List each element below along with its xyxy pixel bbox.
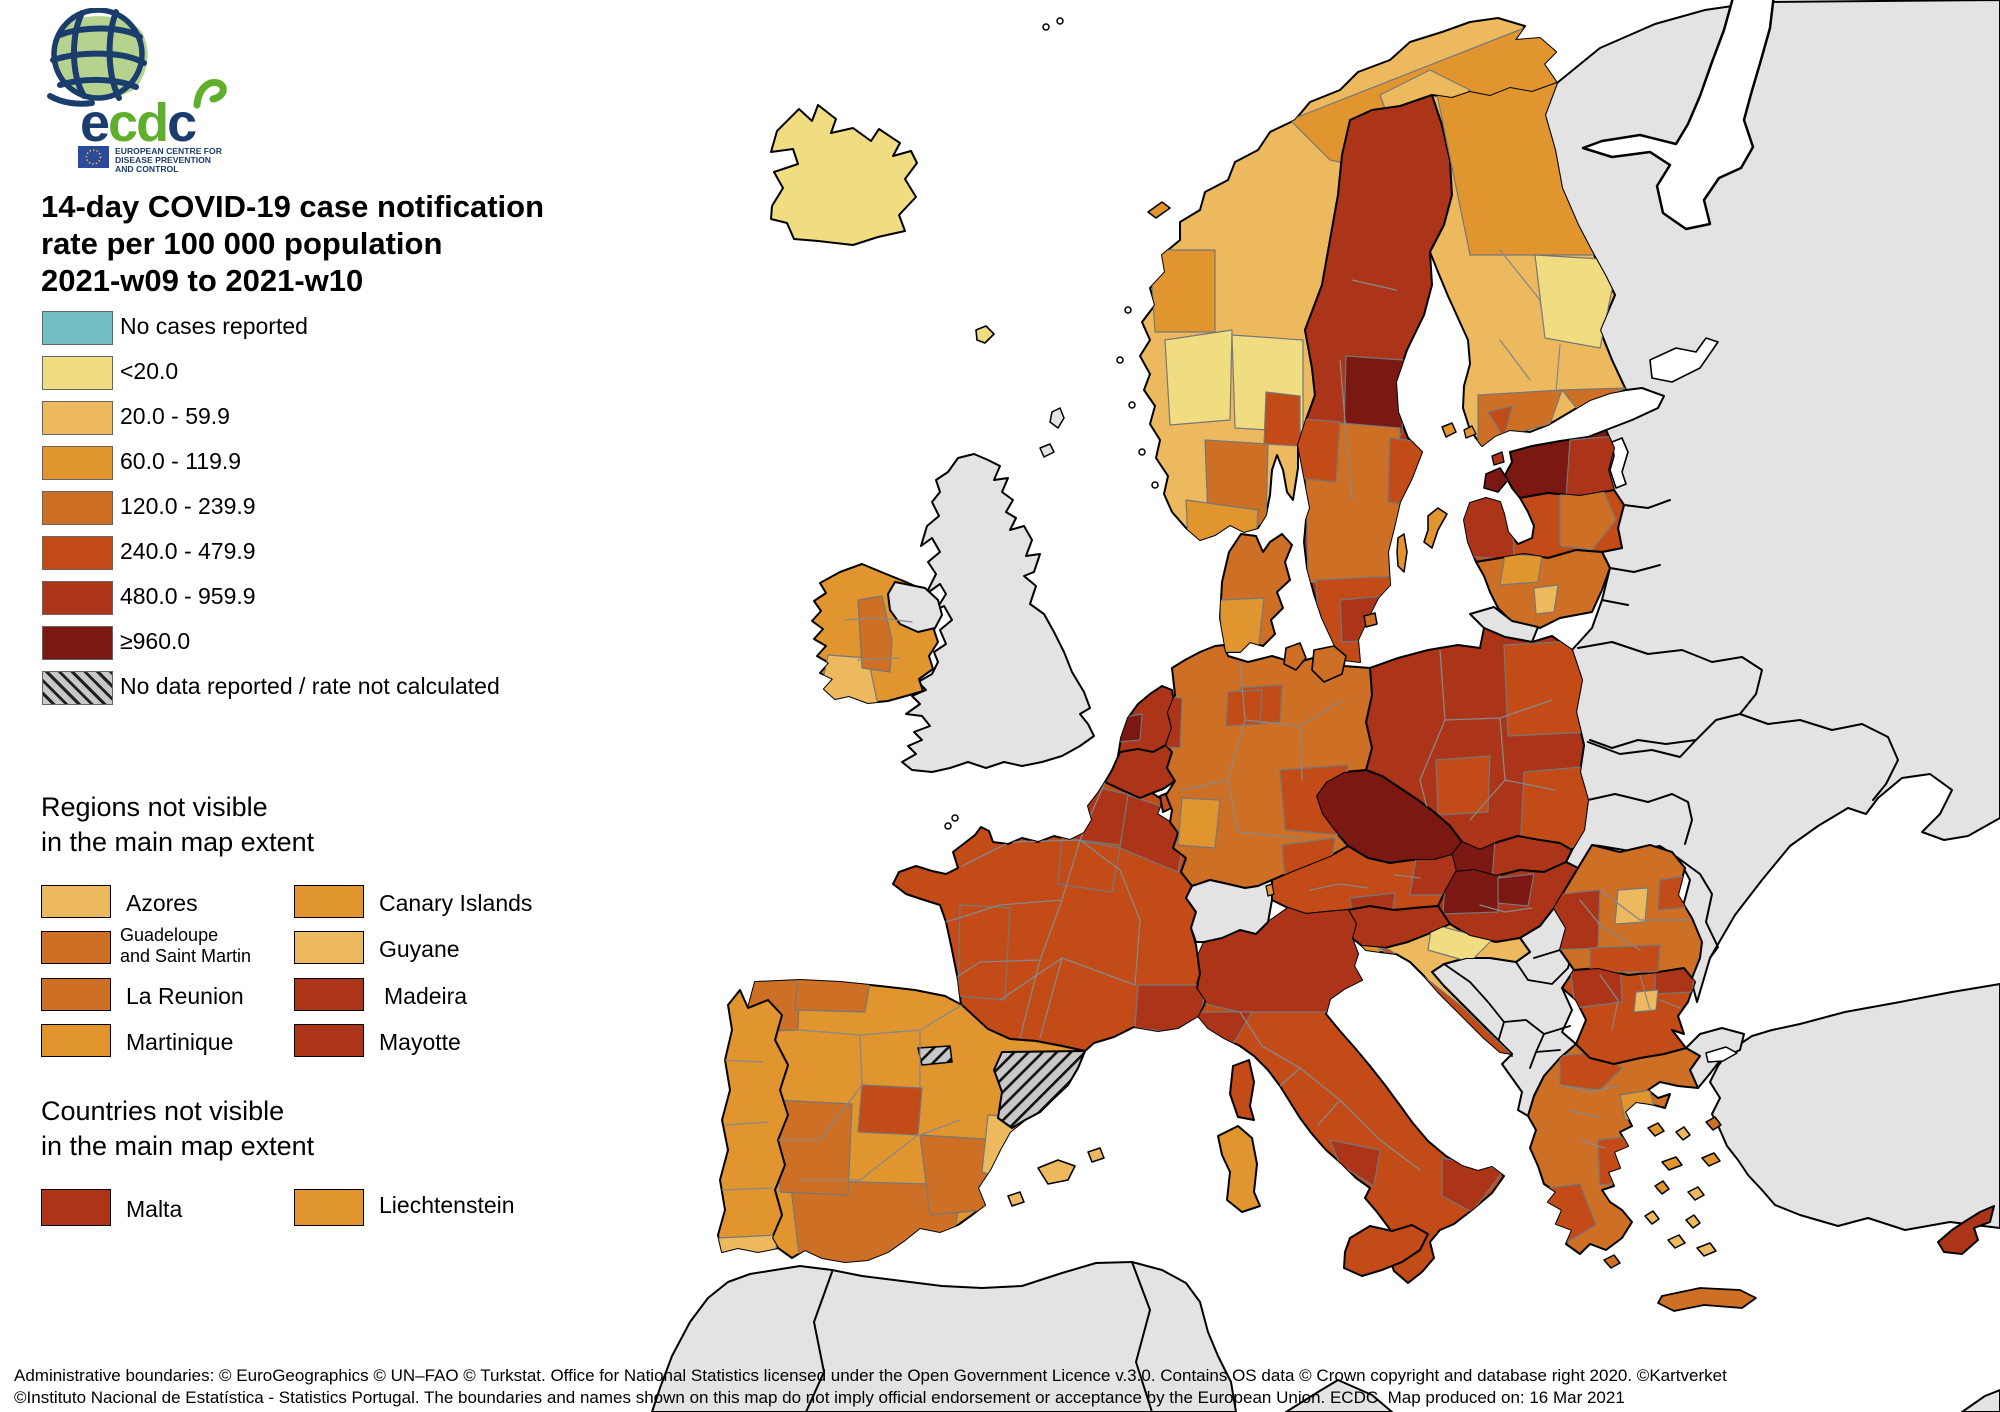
svg-text:AND CONTROL: AND CONTROL: [115, 164, 179, 174]
svg-text:EUROPEAN CENTRE FOR: EUROPEAN CENTRE FOR: [115, 146, 223, 156]
svg-text:ecdc: ecdc: [80, 93, 196, 153]
svg-text:DISEASE PREVENTION: DISEASE PREVENTION: [115, 155, 211, 165]
